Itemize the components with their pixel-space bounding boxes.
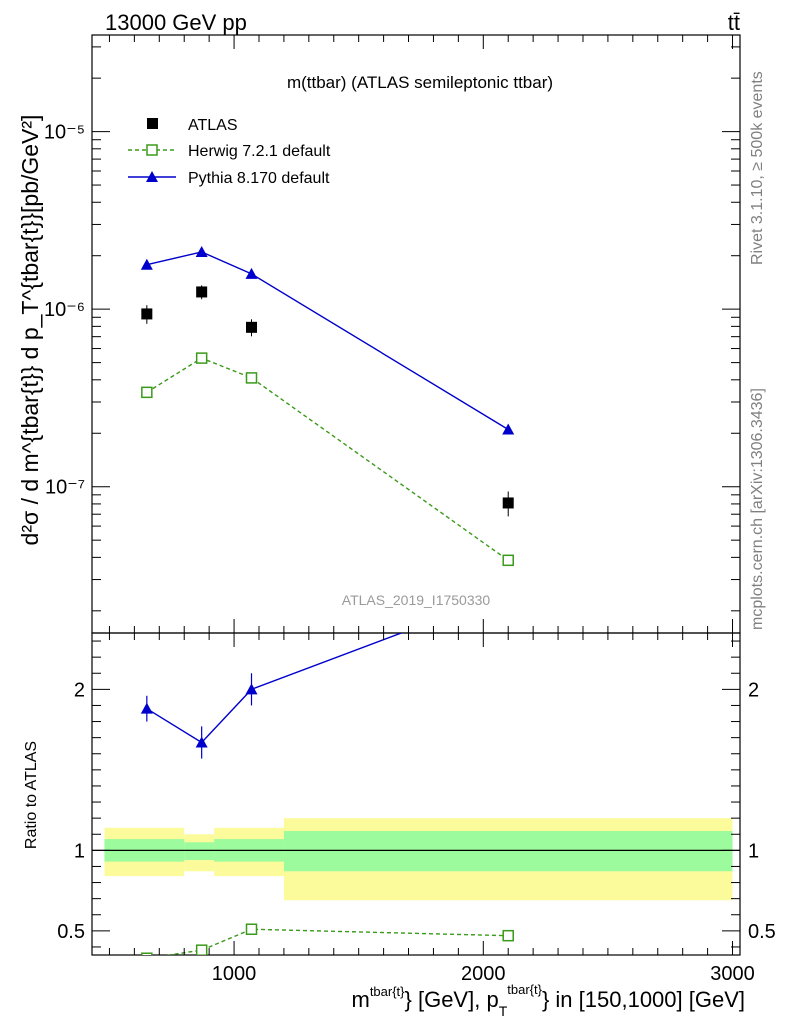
y-tick-label: 10⁻⁷: [45, 477, 85, 499]
y-tick-label-right: 1: [748, 840, 759, 862]
y-tick-label: 1: [74, 840, 85, 862]
legend-pythia-marker: [146, 171, 158, 182]
y-tick-label-right: 0.5: [748, 921, 776, 943]
atlas-point: [246, 321, 258, 333]
y-tick-label: 10⁻⁶: [44, 299, 85, 321]
ratio-herwig-point: [502, 929, 514, 942]
xlabel: mtbar{t}} [GeV], pTtbar{t}} in [150,1000…: [351, 982, 745, 1019]
legend-atlas-label: ATLAS: [188, 117, 238, 134]
legend: ATLAS Herwig 7.2.1 default Pythia 8.170 …: [128, 117, 331, 187]
herwig-line: [146, 357, 509, 561]
ratio-panel: Ratio to ATLAS mtbar{t}} [GeV], pTtbar{t…: [23, 587, 776, 1019]
header-process: tt̄: [728, 10, 740, 35]
mcplots-label: mcplots.cern.ch [arXiv:1306.3436]: [749, 388, 766, 630]
band-inner-3: [283, 831, 733, 872]
pythia-point: [195, 245, 208, 257]
x-tick-label: 1000: [212, 963, 257, 985]
main-ylabel: d²σ / d m^{tbar{t}} d p_T^{tbar{t}}[pb/G…: [17, 115, 43, 546]
herwig-point: [195, 352, 208, 364]
y-tick-label: 2: [74, 679, 85, 701]
ratio-herwig-point: [141, 952, 153, 955]
x-tick-label: 2000: [461, 963, 506, 985]
x-tick-label: 3000: [710, 963, 755, 985]
ratio-pythia-point: [502, 587, 514, 598]
herwig-point: [245, 372, 258, 384]
atlas-point: [502, 497, 514, 509]
pythia-point: [502, 423, 515, 435]
ratio-herwig-point: [195, 944, 208, 955]
legend-herwig-label: Herwig 7.2.1 default: [188, 143, 331, 160]
pythia-point: [245, 267, 258, 279]
main-panel: m(ttbar) (ATLAS semileptonic ttbar) ATLA…: [17, 34, 741, 634]
main-y-ticks: [92, 46, 740, 612]
header-energy: 13000 GeV pp: [105, 10, 247, 35]
atlas-point: [196, 286, 208, 298]
ratio-pythia-point: [140, 702, 153, 714]
legend-atlas-marker: [147, 118, 158, 129]
x-ticks: [108, 35, 734, 955]
y-tick-label: 0.5: [57, 921, 85, 943]
atlas-point: [141, 308, 153, 320]
ratio-pythia-line: [146, 633, 404, 744]
y-tick-label: 10⁻⁵: [44, 122, 85, 144]
ratio-data: [140, 587, 514, 955]
herwig-point: [502, 554, 514, 567]
rivet-label: Rivet 3.1.10, ≥ 500k events: [749, 71, 766, 265]
main-title: m(ttbar) (ATLAS semileptonic ttbar): [287, 73, 553, 92]
main-data: [140, 245, 515, 567]
ratio-y-ticks: [92, 640, 740, 948]
ratio-pythia-point: [195, 736, 208, 748]
herwig-point: [141, 386, 153, 399]
ratio-frame: [91, 632, 741, 956]
ratio-pythia-point: [245, 683, 258, 695]
y-tick-label-right: 2: [748, 679, 759, 701]
pythia-line: [146, 251, 509, 431]
ratio-ylabel: Ratio to ATLAS: [23, 741, 40, 849]
pythia-point: [140, 258, 153, 270]
legend-pythia-label: Pythia 8.170 default: [188, 170, 330, 187]
main-ylabel-text: d²σ / d m^{tbar{t}} d p_T^{tbar{t}}[pb/G…: [17, 115, 43, 546]
legend-herwig-marker: [146, 144, 158, 156]
ratio-herwig-point: [245, 923, 258, 935]
band-inner-1: [184, 842, 215, 861]
watermark: ATLAS_2019_I1750330: [342, 592, 491, 608]
uncertainty-bands: [104, 818, 733, 901]
